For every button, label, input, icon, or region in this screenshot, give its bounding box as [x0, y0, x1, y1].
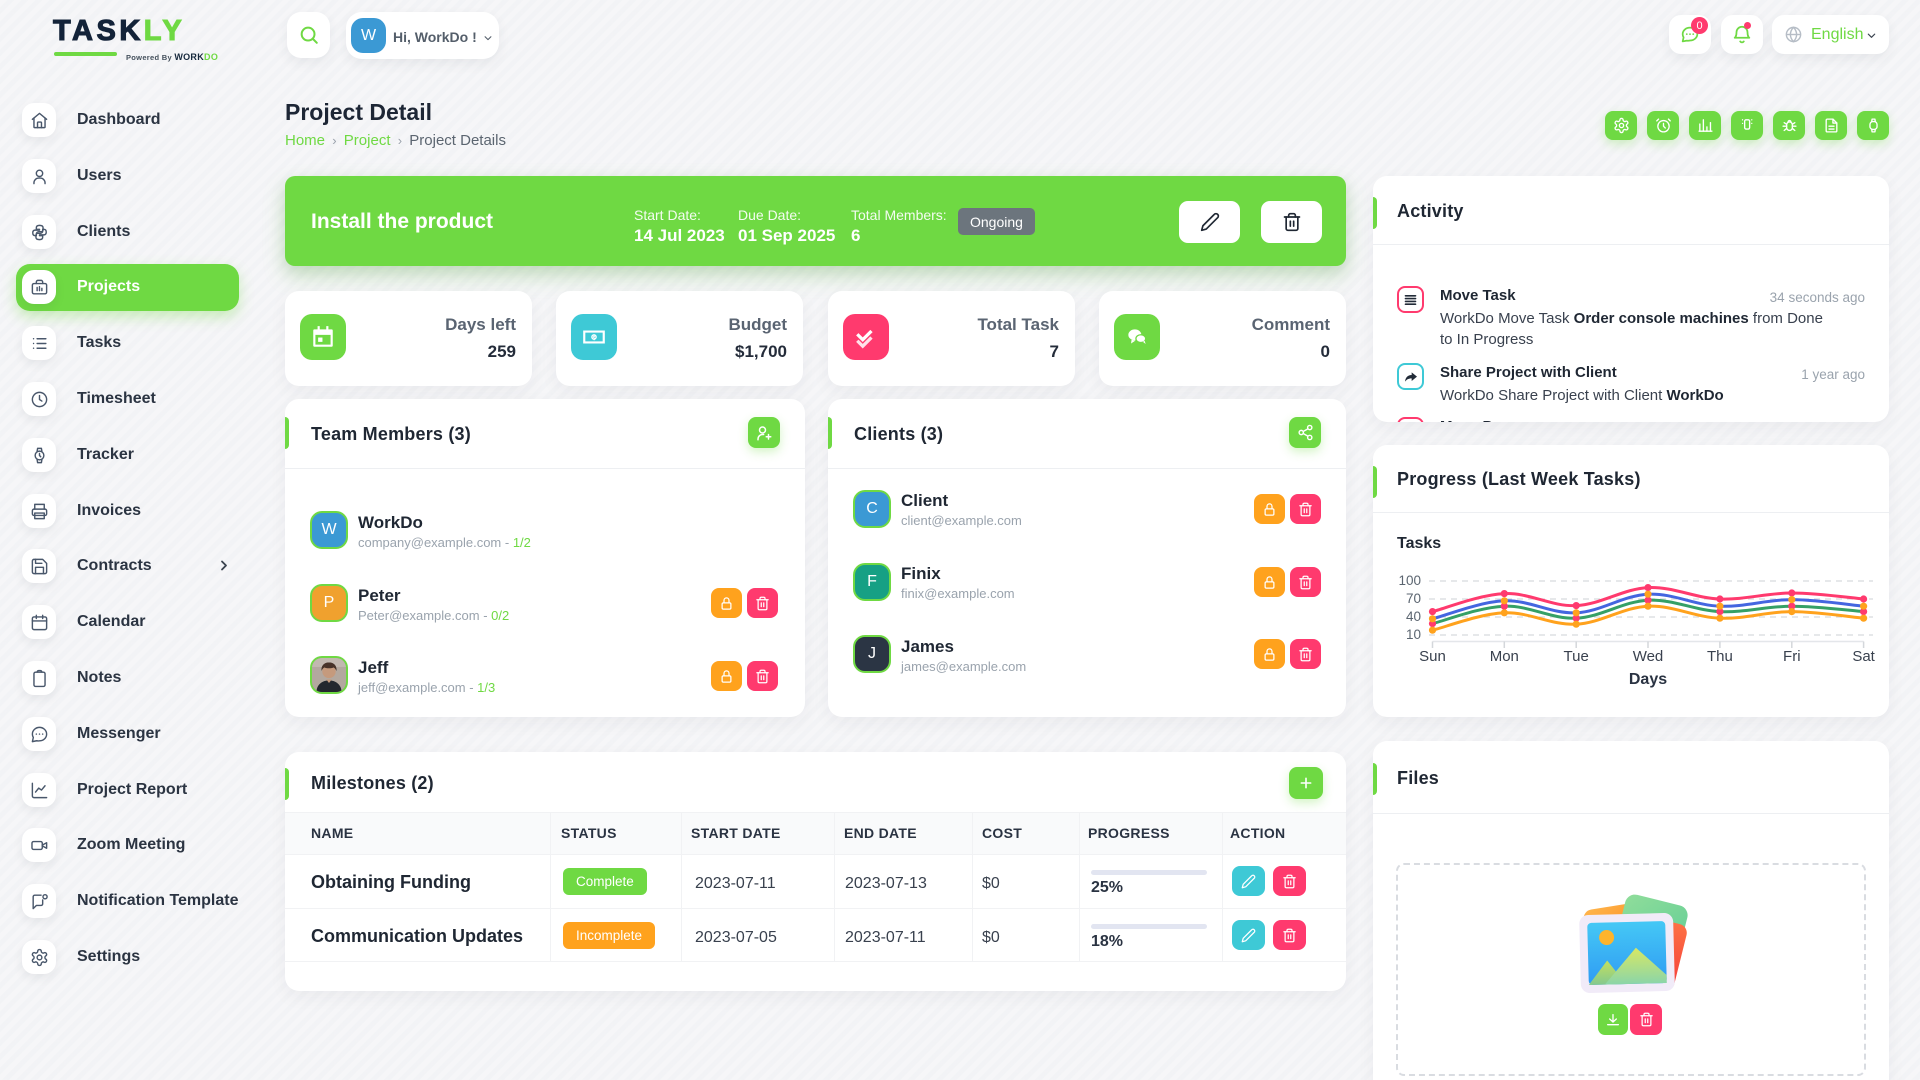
svg-text:Wed: Wed: [1633, 648, 1664, 665]
svg-text:70: 70: [1406, 591, 1421, 606]
svg-text:100: 100: [1398, 573, 1421, 588]
svg-text:Days: Days: [1629, 671, 1667, 688]
svg-text:Mon: Mon: [1490, 648, 1519, 665]
svg-text:10: 10: [1406, 627, 1421, 642]
svg-text:Tue: Tue: [1564, 648, 1589, 665]
svg-text:40: 40: [1406, 609, 1421, 624]
svg-text:Thu: Thu: [1707, 648, 1733, 665]
svg-text:Sat: Sat: [1852, 648, 1875, 665]
svg-text:Sun: Sun: [1419, 648, 1446, 665]
svg-text:Fri: Fri: [1783, 648, 1801, 665]
